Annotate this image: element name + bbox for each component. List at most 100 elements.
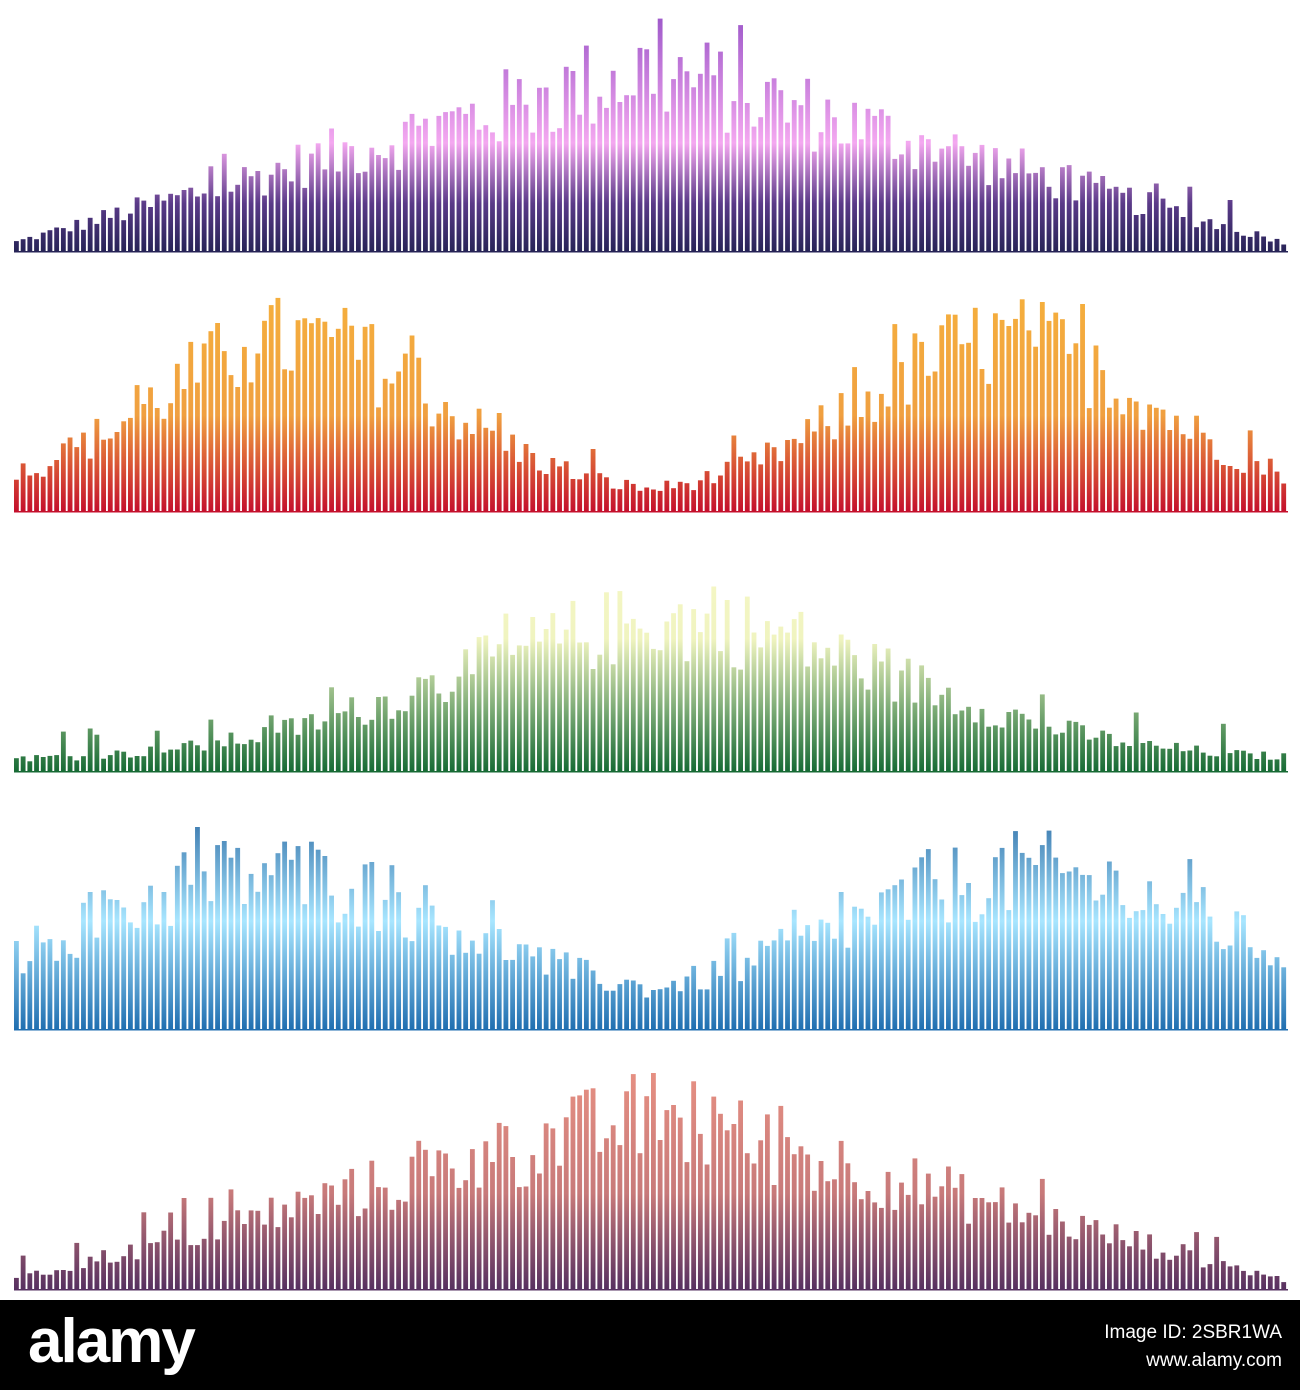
- eq-bar: [704, 42, 710, 251]
- eq-bar: [744, 103, 750, 251]
- eq-bar: [1026, 330, 1032, 511]
- eq-bar: [972, 921, 978, 1029]
- eq-bar: [999, 1187, 1005, 1289]
- eq-bar: [858, 908, 864, 1029]
- eq-bar: [74, 760, 80, 771]
- eq-bar: [81, 756, 86, 771]
- eq-bar: [510, 959, 516, 1029]
- eq-bar: [228, 191, 234, 251]
- eq-bar: [436, 1150, 442, 1289]
- eq-bar: [134, 197, 140, 251]
- eq-bar: [986, 898, 992, 1029]
- eq-bar: [402, 711, 408, 771]
- eq-bar: [583, 642, 589, 771]
- eq-bar: [778, 928, 784, 1029]
- eq-bar: [946, 146, 951, 251]
- eq-bar: [1133, 712, 1139, 771]
- eq-bar: [738, 1100, 743, 1289]
- eq-bar: [107, 217, 113, 251]
- eq-bar: [1180, 1244, 1186, 1289]
- eq-bar: [731, 1124, 737, 1289]
- eq-bar: [570, 1096, 576, 1289]
- eq-bar: [309, 1195, 314, 1289]
- eq-bar: [1194, 227, 1199, 251]
- eq-bar: [1127, 187, 1132, 251]
- eq-bar: [248, 1210, 254, 1289]
- eq-bar: [764, 621, 770, 771]
- eq-bar: [409, 695, 415, 771]
- eq-bar: [1073, 343, 1079, 511]
- eq-bar: [94, 418, 100, 511]
- eq-bar: [288, 181, 294, 251]
- eq-bar: [979, 144, 985, 251]
- eq-bar: [537, 87, 542, 251]
- eq-bar: [919, 135, 925, 251]
- eq-bar: [617, 102, 623, 251]
- eq-bar: [691, 490, 697, 511]
- eq-bar: [215, 323, 220, 511]
- eq-bar: [322, 721, 328, 771]
- eq-bar: [476, 129, 482, 251]
- eq-bar: [409, 1156, 415, 1289]
- eq-bar: [832, 439, 837, 511]
- eq-bar: [516, 944, 522, 1029]
- eq-bar: [671, 1105, 676, 1289]
- eq-bar: [349, 1168, 355, 1289]
- eq-bar: [771, 940, 777, 1029]
- eq-bar: [201, 1238, 207, 1289]
- eq-bar: [40, 476, 46, 511]
- eq-bar: [1153, 745, 1159, 771]
- eq-bar: [939, 325, 945, 511]
- eq-bar: [241, 904, 247, 1029]
- eq-bar: [456, 676, 462, 771]
- eq-bar: [87, 728, 93, 771]
- eq-bar: [684, 1162, 690, 1289]
- eq-bar: [630, 1074, 636, 1289]
- eq-bar: [604, 107, 609, 252]
- eq-bar: [1093, 900, 1099, 1029]
- eq-bar: [1227, 466, 1233, 511]
- eq-bar: [255, 891, 261, 1029]
- eq-bar: [1261, 1274, 1267, 1289]
- eq-bar: [67, 231, 73, 251]
- eq-bar: [939, 148, 945, 251]
- eq-bar: [416, 357, 422, 511]
- eq-bar: [791, 909, 797, 1029]
- eq-bar: [241, 167, 247, 251]
- eq-bar: [369, 719, 375, 771]
- eq-bar: [537, 947, 542, 1029]
- eq-bar: [1106, 733, 1112, 771]
- eq-bar: [87, 1256, 93, 1289]
- eq-bar: [597, 983, 603, 1029]
- eq-bar: [34, 239, 39, 251]
- eq-bar: [235, 387, 241, 511]
- eq-bar: [127, 757, 133, 771]
- eq-bar: [329, 128, 334, 251]
- eq-bar: [657, 18, 663, 251]
- eq-bar: [389, 865, 395, 1029]
- eq-bar: [771, 1185, 777, 1289]
- eq-bar: [1254, 759, 1260, 771]
- eq-bar: [268, 305, 274, 511]
- eq-bar: [671, 980, 676, 1029]
- eq-bar: [382, 696, 388, 771]
- eq-bar: [1033, 1215, 1039, 1289]
- eq-bar: [724, 600, 730, 771]
- eq-bar: [14, 941, 19, 1029]
- eq-bar: [1046, 1234, 1052, 1289]
- eq-bar: [268, 715, 274, 771]
- eq-bar: [60, 228, 66, 251]
- eq-bar: [959, 344, 965, 511]
- eq-bar: [610, 664, 616, 771]
- eq-bar: [691, 965, 697, 1029]
- eq-bar: [577, 642, 583, 771]
- eq-bar: [1113, 186, 1119, 251]
- eq-bar: [637, 1153, 643, 1289]
- eq-bar: [315, 143, 321, 251]
- eq-bar: [1053, 857, 1059, 1029]
- eq-bar: [1086, 875, 1092, 1029]
- eq-bar: [369, 324, 375, 511]
- eq-bar: [604, 477, 609, 511]
- eq-bar: [878, 661, 884, 771]
- eq-bar: [583, 45, 589, 251]
